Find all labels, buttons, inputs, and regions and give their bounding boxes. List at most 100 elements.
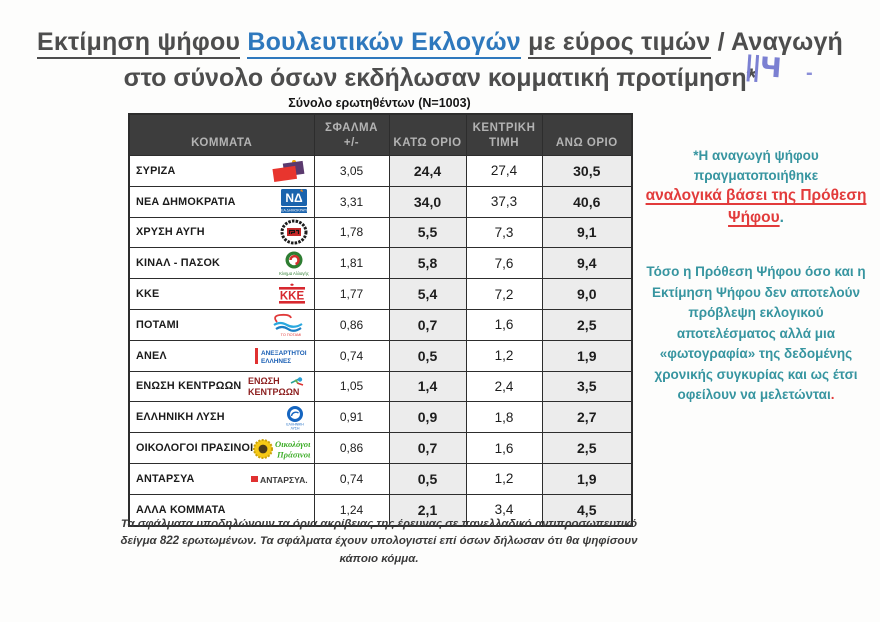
- syriza-logo: [267, 159, 309, 183]
- party-name: ΑΝΕΛ: [136, 349, 167, 362]
- table-row: ΚΚΕ ΚΚΕ 1,77 5,4 7,2 9,0: [128, 278, 633, 310]
- nea-dimokratia-logo: ΝΔ ΝΕΑ ΔΗΜΟΚΡΑΤΙΑ: [279, 189, 309, 214]
- svg-text:ΤΟ ΠΟΤΑΜΙ: ΤΟ ΠΟΤΑΜΙ: [280, 333, 301, 337]
- enosi-kentroon-logo: ΕΝΩΣΗ ΚΕΝΤΡΩΩΝ: [247, 375, 309, 398]
- error-value: 3,05: [313, 155, 390, 187]
- side-note-reduction-red: αναλογικά βάσει της Πρόθεση Ψήφου: [645, 187, 867, 226]
- party-name: ΕΝΩΣΗ ΚΕΝΤΡΩΩΝ: [136, 380, 242, 393]
- table-row: ΕΝΩΣΗ ΚΕΝΤΡΩΩΝ ΕΝΩΣΗ ΚΕΝΤΡΩΩΝ 1,05 1,4 2,4 3,5: [128, 370, 633, 403]
- party-name: ΑΝΤΑΡΣΥΑ: [136, 472, 195, 485]
- side-note-disclaimer-text: Τόσο η Πρόθεση Ψήφου όσο και η Εκτίμηση …: [646, 264, 866, 403]
- title-segment-elections: Βουλευτικών Εκλογών: [247, 28, 521, 59]
- lower-bound-value: 24,4: [388, 155, 467, 187]
- svg-text:ΚΚΕ: ΚΚΕ: [279, 290, 304, 302]
- title-segment-range: με εύρος τιμών: [528, 28, 711, 59]
- party-name: ΠΟΤΑΜΙ: [136, 318, 179, 331]
- sample-size-subtitle: Σύνολο ερωτηθέντων (N=1003): [288, 96, 471, 110]
- header-central-value: ΚΕΝΤΡΙΚΗ ΤΙΜΗ: [465, 113, 543, 156]
- central-value: 3,4: [465, 493, 543, 527]
- upper-bound-value: 40,6: [541, 185, 633, 218]
- error-value: 1,05: [313, 370, 390, 403]
- error-margin-footnote: Τα σφάλματα υποδηλώνουν τα όρια ακρίβεια…: [120, 518, 638, 565]
- potami-logo: ΤΟ ΠΟΤΑΜΙ: [267, 313, 309, 337]
- table-row: ΚΙΝΑΛ - ΠΑΣΟΚ Κίνημα Αλλαγής 1,81 5,8 7,6 9,4: [128, 247, 633, 280]
- anel-logo: ΑΝΕΞΑΡΤΗΤΟΙ ΕΛΛΗΝΕΣ: [254, 346, 309, 366]
- handwritten-dash: -: [806, 62, 813, 84]
- upper-bound-value: 2,7: [541, 401, 633, 434]
- central-value: 1,6: [465, 308, 543, 341]
- svg-text:ΝΔ: ΝΔ: [285, 191, 303, 205]
- svg-text:Οικολόγοι: Οικολόγοι: [275, 439, 311, 449]
- central-value: 2,4: [465, 370, 543, 403]
- page-title: Εκτίμηση ψήφου Βουλευτικών Εκλογών με εύ…: [0, 28, 880, 93]
- svg-text:ΛΥΣΗ: ΛΥΣΗ: [290, 426, 299, 430]
- party-cell: ΑΛΛΑ ΚΟΜΜΑΤΑ: [128, 493, 315, 527]
- upper-bound-value: 1,9: [541, 462, 633, 495]
- party-cell: ΕΝΩΣΗ ΚΕΝΤΡΩΩΝ ΕΝΩΣΗ ΚΕΝΤΡΩΩΝ: [128, 370, 315, 403]
- party-cell: ΧΡΥΣΗ ΑΥΓΗ: [128, 216, 315, 249]
- upper-bound-value: 2,5: [541, 308, 633, 341]
- side-note-reduction: *Η αναγωγή ψήφου πραγματοποιήθηκε αναλογ…: [642, 146, 870, 229]
- central-value: 37,3: [465, 185, 543, 218]
- lower-bound-value: 0,7: [388, 432, 467, 464]
- table-body: ΣΥΡΙΖΑ 3,05 24,4 27,4 30,5 ΝΕΑ ΔΗΜΟΚΡΑΤΙΑ ΝΔ ΝΕ…: [128, 155, 633, 527]
- svg-text:ΕΛΛΗΝΙΚΗ: ΕΛΛΗΝΙΚΗ: [286, 422, 304, 426]
- party-cell: ΣΥΡΙΖΑ: [128, 155, 315, 187]
- error-value: 0,74: [313, 462, 390, 495]
- party-cell: ΠΟΤΑΜΙ ΤΟ ΠΟΤΑΜΙ: [128, 308, 315, 341]
- party-name: ΧΡΥΣΗ ΑΥΓΗ: [136, 226, 205, 239]
- error-value: 3,31: [313, 185, 390, 218]
- party-cell: ΑΝΤΑΡΣΥΑ ΑΝΤΑΡΣΥΑ.: [128, 462, 315, 495]
- upper-bound-value: 9,0: [541, 278, 633, 310]
- party-name: ΣΥΡΙΖΑ: [136, 164, 176, 177]
- party-cell: ΚΚΕ ΚΚΕ: [128, 278, 315, 310]
- upper-bound-value: 9,4: [541, 247, 633, 280]
- lower-bound-value: 5,4: [388, 278, 467, 310]
- upper-bound-value: 30,5: [541, 155, 633, 187]
- antarsya-logo: ΑΝΤΑΡΣΥΑ.: [250, 472, 309, 486]
- party-cell: ΕΛΛΗΝΙΚΗ ΛΥΣΗ ΕΛΛΗΝΙΚΗ ΛΥΣΗ: [128, 401, 315, 434]
- lower-bound-value: 0,5: [388, 339, 467, 372]
- handwritten-mark: ||Ч: [742, 50, 781, 85]
- upper-bound-value: 1,9: [541, 339, 633, 372]
- upper-bound-value: 2,5: [541, 432, 633, 464]
- svg-text:Πράσινοι: Πράσινοι: [276, 449, 311, 459]
- error-value: 0,86: [313, 432, 390, 464]
- title-segment-estimate: Εκτίμηση ψήφου: [36, 28, 241, 59]
- central-value: 27,4: [465, 155, 543, 187]
- table-row: ΠΟΤΑΜΙ ΤΟ ΠΟΤΑΜΙ 0,86 0,7 1,6 2,5: [128, 308, 633, 341]
- upper-bound-value: 4,5: [541, 493, 633, 527]
- error-value: 0,86: [313, 308, 390, 341]
- central-value: 7,6: [465, 247, 543, 280]
- svg-text:ΕΛΛΗΝΕΣ: ΕΛΛΗΝΕΣ: [261, 358, 291, 365]
- central-value: 1,2: [465, 339, 543, 372]
- lower-bound-value: 0,9: [388, 401, 467, 434]
- header-error: ΣΦΑΛΜΑ +/-: [313, 113, 390, 156]
- page-title-line1: Εκτίμηση ψήφου Βουλευτικών Εκλογών με εύ…: [0, 28, 880, 59]
- side-note-reduction-period: .: [779, 208, 784, 226]
- party-cell: ΝΕΑ ΔΗΜΟΚΡΑΤΙΑ ΝΔ ΝΕΑ ΔΗΜΟΚΡΑΤΙΑ: [128, 185, 315, 218]
- table-row: ΑΛΛΑ ΚΟΜΜΑΤΑ 1,24 2,1 3,4 4,5: [128, 493, 633, 527]
- table-row: ΑΝΤΑΡΣΥΑ ΑΝΤΑΡΣΥΑ. 0,74 0,5 1,2 1,9: [128, 462, 633, 495]
- side-note-disclaimer: Τόσο η Πρόθεση Ψήφου όσο και η Εκτίμηση …: [640, 262, 872, 406]
- error-value: 1,78: [313, 216, 390, 249]
- error-value: 1,81: [313, 247, 390, 280]
- poll-results-table: ΚΟΜΜΑΤΑ ΣΦΑΛΜΑ +/- ΚΑΤΩ ΟΡΙΟ ΚΕΝΤΡΙΚΗ ΤΙ…: [128, 113, 633, 527]
- svg-text:ΕΝΩΣΗ: ΕΝΩΣΗ: [248, 376, 280, 386]
- lower-bound-value: 0,5: [388, 462, 467, 495]
- svg-text:Κίνημα Αλλαγής: Κίνημα Αλλαγής: [279, 271, 309, 276]
- table-header: ΚΟΜΜΑΤΑ ΣΦΑΛΜΑ +/- ΚΑΤΩ ΟΡΙΟ ΚΕΝΤΡΙΚΗ ΤΙ…: [128, 113, 633, 156]
- lower-bound-value: 5,8: [388, 247, 467, 280]
- central-value: 1,8: [465, 401, 543, 434]
- table-row: ΕΛΛΗΝΙΚΗ ΛΥΣΗ ΕΛΛΗΝΙΚΗ ΛΥΣΗ 0,91 0,9 1,8 2,7: [128, 401, 633, 434]
- party-name: ΚΙΝΑΛ - ΠΑΣΟΚ: [136, 257, 221, 270]
- svg-text:ΚΕΝΤΡΩΩΝ: ΚΕΝΤΡΩΩΝ: [248, 387, 299, 397]
- header-parties: ΚΟΜΜΑΤΑ: [128, 113, 315, 156]
- table-row: ΑΝΕΛ ΑΝΕΞΑΡΤΗΤΟΙ ΕΛΛΗΝΕΣ 0,74 0,5 1,2 1,9: [128, 339, 633, 372]
- kinal-pasok-logo: Κίνημα Αλλαγής: [279, 250, 309, 277]
- central-value: 1,6: [465, 432, 543, 464]
- party-name: ΟΙΚΟΛΟΓΟΙ ΠΡΑΣΙΝΟΙ: [136, 442, 254, 455]
- svg-text:ΑΝΕΞΑΡΤΗΤΟΙ: ΑΝΕΞΑΡΤΗΤΟΙ: [261, 350, 307, 357]
- header-upper-bound: ΑΝΩ ΟΡΙΟ: [541, 113, 633, 156]
- elliniki-lysi-logo: ΕΛΛΗΝΙΚΗ ΛΥΣΗ: [281, 405, 309, 430]
